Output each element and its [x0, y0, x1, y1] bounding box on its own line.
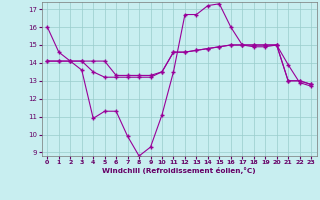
X-axis label: Windchill (Refroidissement éolien,°C): Windchill (Refroidissement éolien,°C) — [102, 167, 256, 174]
